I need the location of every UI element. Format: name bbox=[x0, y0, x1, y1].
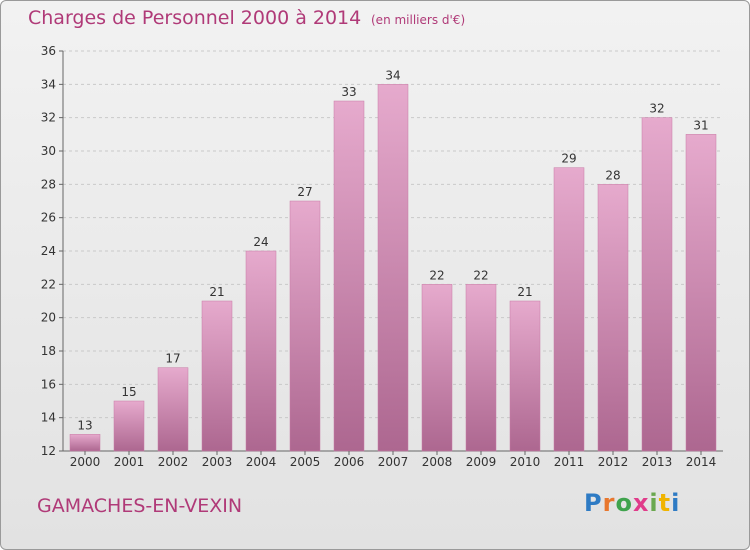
bar-value-label: 24 bbox=[253, 235, 268, 249]
x-tick-label: 2012 bbox=[598, 455, 629, 469]
y-tick-label: 36 bbox=[41, 44, 56, 58]
y-tick-label: 26 bbox=[41, 211, 56, 225]
y-tick-label: 22 bbox=[41, 277, 56, 291]
proxiti-logo: Proxiti bbox=[584, 489, 680, 517]
bar bbox=[157, 367, 189, 452]
bar bbox=[377, 84, 409, 452]
bar bbox=[465, 284, 497, 452]
bar-value-label: 32 bbox=[649, 102, 664, 116]
bar-value-label: 17 bbox=[165, 352, 180, 366]
bar bbox=[597, 184, 629, 452]
x-tick-label: 2002 bbox=[158, 455, 189, 469]
bar-value-label: 27 bbox=[297, 185, 312, 199]
y-tick-label: 14 bbox=[41, 411, 56, 425]
x-tick-label: 2008 bbox=[422, 455, 453, 469]
y-tick-label: 34 bbox=[41, 77, 56, 91]
bar bbox=[245, 250, 277, 452]
logo-letter: r bbox=[602, 489, 616, 517]
bar bbox=[641, 117, 673, 452]
bar-value-label: 22 bbox=[473, 268, 488, 282]
bar-value-label: 21 bbox=[517, 285, 532, 299]
x-tick-label: 2011 bbox=[554, 455, 585, 469]
x-tick-label: 2010 bbox=[510, 455, 541, 469]
x-tick-label: 2006 bbox=[334, 455, 365, 469]
bar-value-label: 34 bbox=[385, 68, 400, 82]
chart-title: Charges de Personnel 2000 à 2014 bbox=[28, 7, 362, 29]
x-tick-label: 2014 bbox=[686, 455, 717, 469]
bar bbox=[113, 400, 145, 452]
bar-value-label: 28 bbox=[605, 168, 620, 182]
y-tick-label: 16 bbox=[41, 377, 56, 391]
y-tick-label: 28 bbox=[41, 177, 56, 191]
logo-letter: i bbox=[649, 489, 659, 517]
bar-value-label: 21 bbox=[209, 285, 224, 299]
y-tick-label: 18 bbox=[41, 344, 56, 358]
logo-letter: t bbox=[658, 489, 672, 517]
x-tick-label: 2005 bbox=[290, 455, 321, 469]
y-tick-label: 20 bbox=[41, 311, 56, 325]
bar-value-label: 29 bbox=[561, 152, 576, 166]
y-tick-label: 32 bbox=[41, 111, 56, 125]
x-tick-label: 2000 bbox=[70, 455, 101, 469]
logo-letter: i bbox=[671, 489, 681, 517]
bar bbox=[685, 134, 717, 452]
bar-value-label: 31 bbox=[693, 118, 708, 132]
chart-subtitle: (en milliers d'€) bbox=[371, 13, 466, 27]
bar bbox=[509, 300, 541, 452]
logo-letter: P bbox=[584, 489, 603, 517]
logo-letter: x bbox=[632, 489, 650, 517]
y-tick-label: 12 bbox=[41, 444, 56, 458]
bar-value-label: 22 bbox=[429, 268, 444, 282]
x-tick-label: 2001 bbox=[114, 455, 145, 469]
x-tick-label: 2013 bbox=[642, 455, 673, 469]
x-tick-label: 2004 bbox=[246, 455, 277, 469]
bar bbox=[421, 284, 453, 452]
bar-value-label: 33 bbox=[341, 85, 356, 99]
bar bbox=[289, 200, 321, 452]
bar-value-label: 15 bbox=[121, 385, 136, 399]
bar bbox=[69, 434, 101, 452]
x-tick-label: 2007 bbox=[378, 455, 409, 469]
bar bbox=[201, 300, 233, 452]
bar bbox=[333, 100, 365, 452]
y-tick-label: 30 bbox=[41, 144, 56, 158]
x-tick-label: 2003 bbox=[202, 455, 233, 469]
y-tick-label: 24 bbox=[41, 244, 56, 258]
commune-name: GAMACHES-EN-VEXIN bbox=[37, 495, 243, 517]
x-tick-label: 2009 bbox=[466, 455, 497, 469]
bar bbox=[553, 167, 585, 452]
bar-value-label: 13 bbox=[77, 418, 92, 432]
logo-letter: o bbox=[615, 489, 633, 517]
